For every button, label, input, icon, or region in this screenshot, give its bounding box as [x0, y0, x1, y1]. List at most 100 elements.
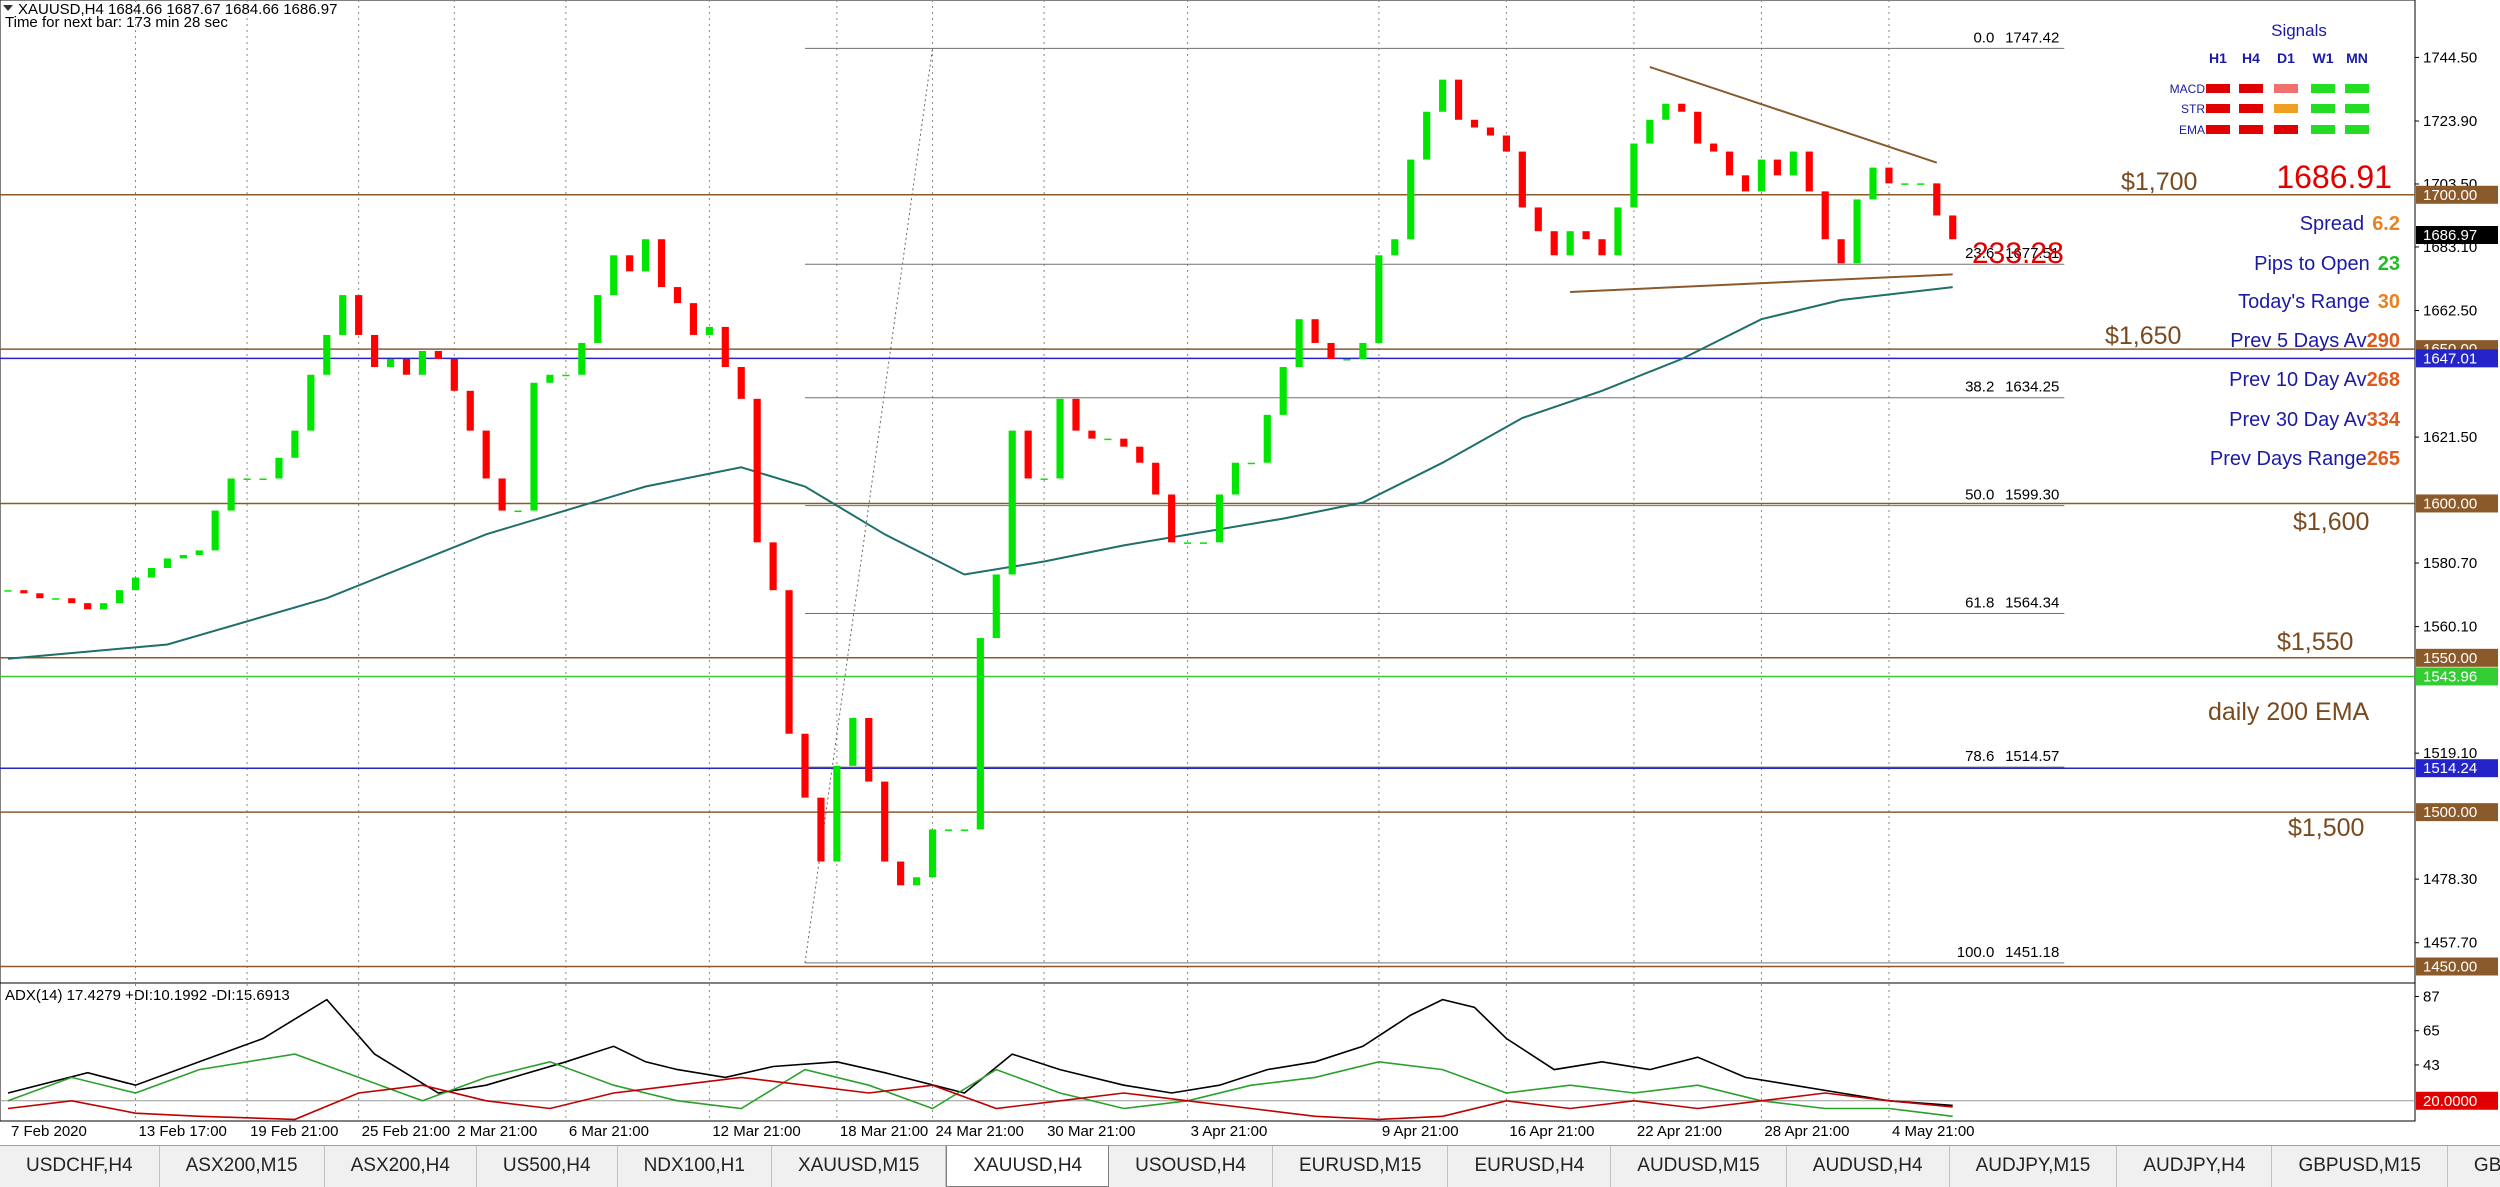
symbol-tab[interactable]: ASX200,H4 [325, 1146, 477, 1187]
y-tick-label: 1723.90 [2423, 113, 2477, 130]
signal-column: MN [2346, 50, 2368, 66]
level-label: 1514.24 [2423, 760, 2477, 777]
candle [1199, 542, 1208, 544]
symbol-tab[interactable]: XAUUSD,M15 [772, 1146, 947, 1187]
y-tick-label: 1560.10 [2423, 619, 2477, 636]
stat-line: Prev 30 Day Av334 [2229, 409, 2401, 431]
symbol-tab[interactable]: AUDJPY,H4 [2117, 1146, 2273, 1187]
x-tick-label: 13 Feb 17:00 [138, 1123, 226, 1140]
candle [1391, 239, 1399, 256]
candle [1343, 359, 1351, 361]
x-tick-label: 30 Mar 21:00 [1047, 1123, 1135, 1140]
candle [1550, 231, 1558, 256]
symbol-tab[interactable]: AUDUSD,M15 [1611, 1146, 1787, 1187]
x-tick-label: 18 Mar 21:00 [840, 1123, 928, 1140]
symbol-tab[interactable]: USDCHF,H4 [0, 1146, 160, 1187]
candle [912, 877, 921, 886]
candle [68, 598, 76, 604]
candle [4, 590, 12, 592]
signal-cell [2345, 84, 2369, 93]
candle [546, 374, 554, 383]
level-label-box [2416, 667, 2498, 686]
candle [131, 577, 140, 591]
fib-ratio: 50.0 [1965, 487, 1994, 504]
candle [371, 334, 379, 368]
fib-ratio: 0.0 [1973, 29, 1994, 46]
candle [817, 797, 825, 862]
signal-column: D1 [2277, 50, 2295, 66]
symbol-tab[interactable]: US500,H4 [477, 1146, 618, 1187]
stat-value: 30 [2378, 291, 2400, 313]
symbol-tab[interactable]: AUDUSD,H4 [1787, 1146, 1950, 1187]
y-tick-label: 1519.10 [2423, 745, 2477, 762]
candle [355, 295, 363, 335]
candle [339, 295, 347, 335]
candle [1088, 430, 1096, 439]
candle [1152, 462, 1160, 495]
candle [1646, 119, 1654, 144]
x-tick-label: 24 Mar 21:00 [936, 1123, 1024, 1140]
candle [227, 478, 235, 511]
symbol-tab[interactable]: USOUSD,H4 [1109, 1146, 1273, 1187]
candle [530, 382, 538, 511]
fib-swing [804, 48, 934, 963]
candle [1789, 151, 1797, 176]
signal-cell [2345, 104, 2369, 113]
level-label-box [2416, 226, 2498, 245]
candle [307, 374, 315, 431]
annotation: daily 200 EMA [2208, 698, 2370, 726]
stat-label: Pips to Open [2254, 253, 2370, 275]
signal-row-label: EMA [2179, 123, 2205, 137]
candle [163, 558, 171, 568]
symbol-tab[interactable]: ASX200,M15 [160, 1146, 325, 1187]
candle [1327, 342, 1335, 360]
candle [849, 718, 857, 766]
candle [801, 733, 809, 798]
candle [1056, 398, 1064, 479]
candle [1598, 239, 1606, 256]
annotation: $1,700 [2121, 168, 2197, 196]
symbol-tab[interactable]: XAUUSD,H4 [946, 1146, 1110, 1187]
fib-ratio: 38.2 [1965, 379, 1994, 396]
candle [1024, 430, 1032, 479]
level-label: 1500.00 [2423, 804, 2477, 821]
candle [179, 555, 187, 559]
y-tick-label: 1744.50 [2423, 49, 2477, 66]
candle [705, 326, 713, 335]
stat-line: Spread 6.2 [2300, 213, 2400, 235]
trendline [1570, 273, 1953, 293]
level-label: 1450.00 [2423, 958, 2477, 975]
stat-label: Prev 5 Days Av [2230, 330, 2366, 352]
fib-value: 1747.42 [2005, 29, 2059, 46]
fib-value: 1677.51 [2005, 245, 2059, 262]
x-tick-label: 9 Apr 21:00 [1382, 1123, 1459, 1140]
signal-cell [2206, 104, 2230, 113]
candle [466, 390, 474, 431]
candle [418, 350, 427, 375]
candle [928, 829, 937, 878]
candle [115, 590, 124, 604]
symbol-tab[interactable]: EURUSD,M15 [1273, 1146, 1449, 1187]
symbol-tab[interactable]: NDX100,H1 [618, 1146, 772, 1187]
candle [482, 430, 490, 479]
symbol-tab[interactable]: GBPUSD,H4 [2448, 1146, 2500, 1187]
candle [1215, 494, 1224, 543]
symbol-tab[interactable]: EURUSD,H4 [1448, 1146, 1612, 1187]
candle [562, 374, 570, 377]
candle [323, 334, 331, 375]
x-tick-label: 3 Apr 21:00 [1191, 1123, 1268, 1140]
symbol-tab[interactable]: GBPUSD,M15 [2272, 1146, 2448, 1187]
last-price-annotation: 1686.91 [2276, 159, 2392, 195]
signal-cell [2311, 104, 2335, 113]
level-label-box [2416, 494, 2498, 513]
x-tick-label: 22 Apr 21:00 [1637, 1123, 1722, 1140]
signal-cell [2311, 84, 2335, 93]
candle [737, 367, 745, 399]
stat-label: Prev 10 Day Av [2229, 369, 2366, 391]
candle [753, 398, 761, 543]
signal-cell [2274, 104, 2298, 113]
candle [1295, 319, 1303, 368]
indicator-level-box [2416, 1091, 2498, 1110]
candle [291, 430, 299, 458]
symbol-tab[interactable]: AUDJPY,M15 [1950, 1146, 2118, 1187]
